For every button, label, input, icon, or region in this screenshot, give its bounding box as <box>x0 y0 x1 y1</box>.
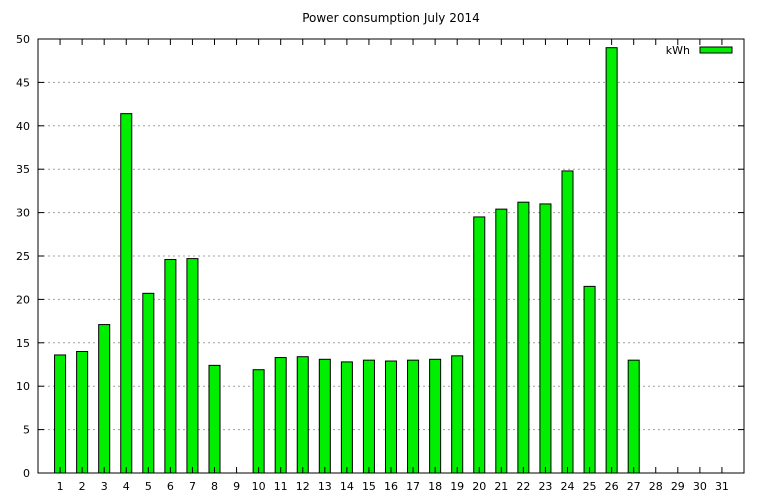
x-tick-label: 29 <box>671 480 685 493</box>
chart-title: Power consumption July 2014 <box>302 11 480 25</box>
bars <box>54 47 640 474</box>
bar <box>473 216 486 474</box>
x-tick-label: 30 <box>693 480 707 493</box>
bar <box>362 359 375 474</box>
x-tick-label: 6 <box>167 480 174 493</box>
y-tick-label: 30 <box>16 207 30 220</box>
bar <box>407 359 420 474</box>
x-tick-label: 5 <box>145 480 152 493</box>
x-tick-label: 2 <box>79 480 86 493</box>
x-tick-label: 25 <box>583 480 597 493</box>
y-tick-label: 50 <box>16 33 30 46</box>
x-tick-label: 8 <box>211 480 218 493</box>
y-tick-label: 25 <box>16 250 30 263</box>
x-tick-label: 17 <box>406 480 420 493</box>
y-tick-label: 20 <box>16 293 30 306</box>
x-tick-label: 11 <box>274 480 288 493</box>
x-tick-label: 13 <box>318 480 332 493</box>
x-tick-label: 20 <box>472 480 486 493</box>
x-tick-label: 15 <box>362 480 376 493</box>
x-tick-label: 23 <box>538 480 552 493</box>
y-tick-label: 0 <box>23 467 30 480</box>
y-tick-label: 40 <box>16 120 30 133</box>
y-tick-label: 10 <box>16 380 30 393</box>
bar <box>120 113 133 474</box>
bar <box>627 359 640 474</box>
x-tick-label: 18 <box>428 480 442 493</box>
bar <box>296 356 309 474</box>
y-tick-label: 15 <box>16 337 30 350</box>
legend: kWh <box>666 44 733 57</box>
bar <box>539 203 552 474</box>
x-tick-label: 31 <box>715 480 729 493</box>
plot-frame <box>37 38 745 474</box>
legend-swatch <box>699 46 733 54</box>
x-tick-label: 3 <box>101 480 108 493</box>
bar <box>384 360 398 474</box>
x-tick-label: 24 <box>561 480 575 493</box>
x-tick-label: 1 <box>57 480 64 493</box>
x-tick-label: 19 <box>450 480 464 493</box>
x-tick-label: 7 <box>189 480 196 493</box>
bar <box>274 357 287 474</box>
y-tick-label: 35 <box>16 163 30 176</box>
bar <box>605 47 618 474</box>
x-tick-label: 21 <box>494 480 508 493</box>
y-tick-label: 45 <box>16 76 30 89</box>
bar <box>164 258 177 474</box>
x-tick-label: 4 <box>123 480 130 493</box>
x-tick-label: 10 <box>252 480 266 493</box>
bar <box>54 354 67 474</box>
bar <box>76 350 89 474</box>
x-tick-label: 12 <box>296 480 310 493</box>
x-tick-label: 27 <box>627 480 641 493</box>
bar <box>98 324 111 474</box>
x-tick-label: 16 <box>384 480 398 493</box>
bar <box>451 355 464 474</box>
x-tick-label: 9 <box>233 480 240 493</box>
x-tick-label: 14 <box>340 480 354 493</box>
bar <box>252 369 265 474</box>
bar <box>318 358 331 474</box>
bar <box>561 170 574 474</box>
bar <box>186 258 199 474</box>
y-tick-label: 5 <box>23 424 30 437</box>
bar <box>340 361 353 474</box>
bar <box>142 292 155 474</box>
bar <box>429 358 442 474</box>
x-tick-label: 22 <box>516 480 530 493</box>
x-tick-label: 28 <box>649 480 663 493</box>
bar <box>583 285 596 474</box>
bar <box>517 201 530 474</box>
bar <box>495 208 508 474</box>
x-tick-label: 26 <box>605 480 619 493</box>
bar <box>208 364 221 474</box>
legend-label: kWh <box>666 44 690 57</box>
